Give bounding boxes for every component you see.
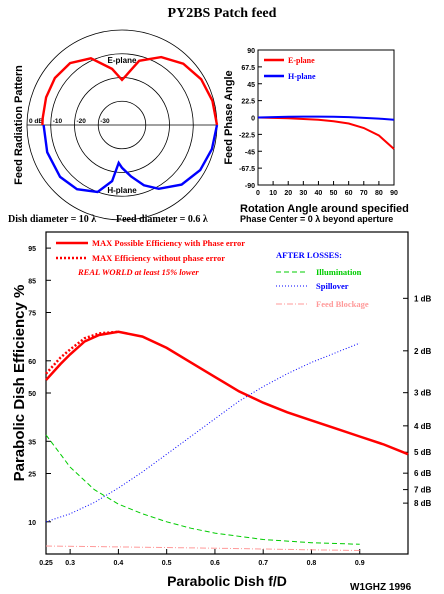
efficiency-y-tick-label: 10 bbox=[28, 520, 36, 527]
efficiency-y-tick-label: 95 bbox=[28, 246, 36, 253]
phase-x-tick-label: 60 bbox=[345, 190, 353, 197]
phase-y-tick-label: -22.5 bbox=[239, 132, 255, 139]
db-tick-label: 1 dB bbox=[414, 294, 432, 303]
phase-x-tick-label: 40 bbox=[315, 190, 323, 197]
radiation-pattern-chart: 0 dB -10 -20 -30 E-plane H-plane Feed Radiatio… bbox=[13, 29, 219, 221]
phase-y-tick-label: 45 bbox=[247, 82, 255, 89]
efficiency-ylabel: Parabolic Dish Efficiency % bbox=[11, 285, 28, 482]
real-world-note: REAL WORLD at least 15% lower bbox=[77, 267, 199, 277]
phase-legend-label: E-plane bbox=[288, 56, 315, 65]
phase-x-tick-label: 0 bbox=[256, 190, 260, 197]
efficiency-x-tick-label: 0.9 bbox=[355, 560, 365, 567]
phase-xlabel: Rotation Angle around specified bbox=[240, 203, 409, 215]
h-plane-phase-line bbox=[257, 115, 395, 121]
dish-diameter-note: Dish diameter = 10 λ bbox=[8, 214, 96, 225]
h-plane-pattern-line bbox=[42, 124, 219, 194]
phase-y-tick-label: -45 bbox=[245, 149, 255, 156]
db-tick-label: 8 dB bbox=[414, 499, 432, 508]
e-plane-label: E-plane bbox=[108, 56, 137, 65]
efficiency-chart: 10 25 35 50 60 75 85 95 0.25 0.3 0.4 0.5 0.6 0.7 0.8 0.… bbox=[11, 231, 432, 589]
phase-x-tick-label: 80 bbox=[375, 190, 383, 197]
phase-legend-label: H-plane bbox=[288, 72, 316, 81]
efficiency-y-tick-label: 75 bbox=[28, 311, 36, 318]
spillover-line bbox=[45, 342, 360, 523]
db-tick-label: 4 dB bbox=[414, 422, 432, 431]
phase-ylabel: Feed Phase Angle bbox=[223, 70, 235, 164]
phase-y-tick-label: 22.5 bbox=[241, 99, 255, 106]
feed-blockage-line bbox=[45, 545, 360, 551]
phase-x-tick-label: 50 bbox=[330, 190, 338, 197]
efficiency-x-tick-label: 0.5 bbox=[162, 560, 172, 567]
efficiency-y-tick-label: 50 bbox=[28, 391, 36, 398]
efficiency-x-tick-label: 0.7 bbox=[258, 560, 268, 567]
efficiency-y-tick-label: 85 bbox=[28, 278, 36, 285]
efficiency-x-tick-label: 0.3 bbox=[65, 560, 75, 567]
db-tick-label: 6 dB bbox=[414, 469, 432, 478]
after-losses-label: AFTER LOSSES: bbox=[276, 250, 342, 260]
illumination-line bbox=[45, 434, 360, 545]
phase-y-tick-label: 0 bbox=[251, 116, 255, 123]
efficiency-plot-frame bbox=[45, 231, 409, 555]
phase-x-tick-label: 10 bbox=[269, 190, 277, 197]
polar-ring-label: -20 bbox=[77, 118, 87, 125]
phase-x-tick-label: 20 bbox=[284, 190, 292, 197]
max-efficiency-phase-line bbox=[45, 330, 409, 456]
efficiency-y-tick-label: 25 bbox=[28, 472, 36, 479]
efficiency-x-tick-label: 0.4 bbox=[114, 560, 124, 567]
feed-diameter-note: Feed diameter = 0.6 λ bbox=[116, 214, 208, 225]
efficiency-x-tick-label: 0.25 bbox=[39, 560, 53, 567]
polar-ring-label: 0 dB bbox=[29, 118, 43, 125]
credit-label: W1GHZ 1996 bbox=[350, 582, 412, 593]
db-tick-label: 5 dB bbox=[414, 448, 432, 457]
phase-y-tick-label: -90 bbox=[245, 183, 255, 190]
polar-ring-label: -30 bbox=[100, 118, 110, 125]
polar-ring-label: -10 bbox=[53, 118, 63, 125]
efficiency-y-tick-label: 35 bbox=[28, 439, 36, 446]
h-plane-label: H-plane bbox=[107, 186, 137, 195]
e-plane-pattern-line bbox=[41, 55, 219, 126]
legend-max-no-phase-label: MAX Efficiency without phase error bbox=[92, 253, 225, 263]
efficiency-xlabel: Parabolic Dish f/D bbox=[167, 573, 287, 589]
phase-x-tick-label: 90 bbox=[390, 190, 398, 197]
efficiency-x-tick-label: 0.6 bbox=[210, 560, 220, 567]
phase-y-tick-label: -67.5 bbox=[239, 166, 255, 173]
db-tick-label: 2 dB bbox=[414, 347, 432, 356]
page-title: PY2BS Patch feed bbox=[168, 6, 277, 21]
db-tick-label: 7 dB bbox=[414, 486, 432, 495]
legend-spillover-label: Spillover bbox=[316, 281, 349, 291]
legend-illumination-label: Illumination bbox=[316, 267, 362, 277]
db-tick-label: 3 dB bbox=[414, 389, 432, 398]
phase-center-note: Phase Center = 0 λ beyond aperture bbox=[240, 214, 393, 224]
polar-ylabel: Feed Radiation Pattern bbox=[13, 65, 25, 185]
legend-max-phase-label: MAX Possible Efficiency with Phase error bbox=[92, 238, 245, 248]
efficiency-x-tick-label: 0.8 bbox=[307, 560, 317, 567]
phase-x-tick-label: 70 bbox=[360, 190, 368, 197]
phase-y-tick-label: 67.5 bbox=[241, 65, 255, 72]
e-plane-phase-line bbox=[257, 116, 395, 150]
legend-blockage-label: Feed Blockage bbox=[316, 299, 369, 309]
phase-x-tick-label: 30 bbox=[299, 190, 307, 197]
efficiency-y-tick-label: 60 bbox=[28, 359, 36, 366]
phase-y-tick-label: 90 bbox=[247, 48, 255, 55]
